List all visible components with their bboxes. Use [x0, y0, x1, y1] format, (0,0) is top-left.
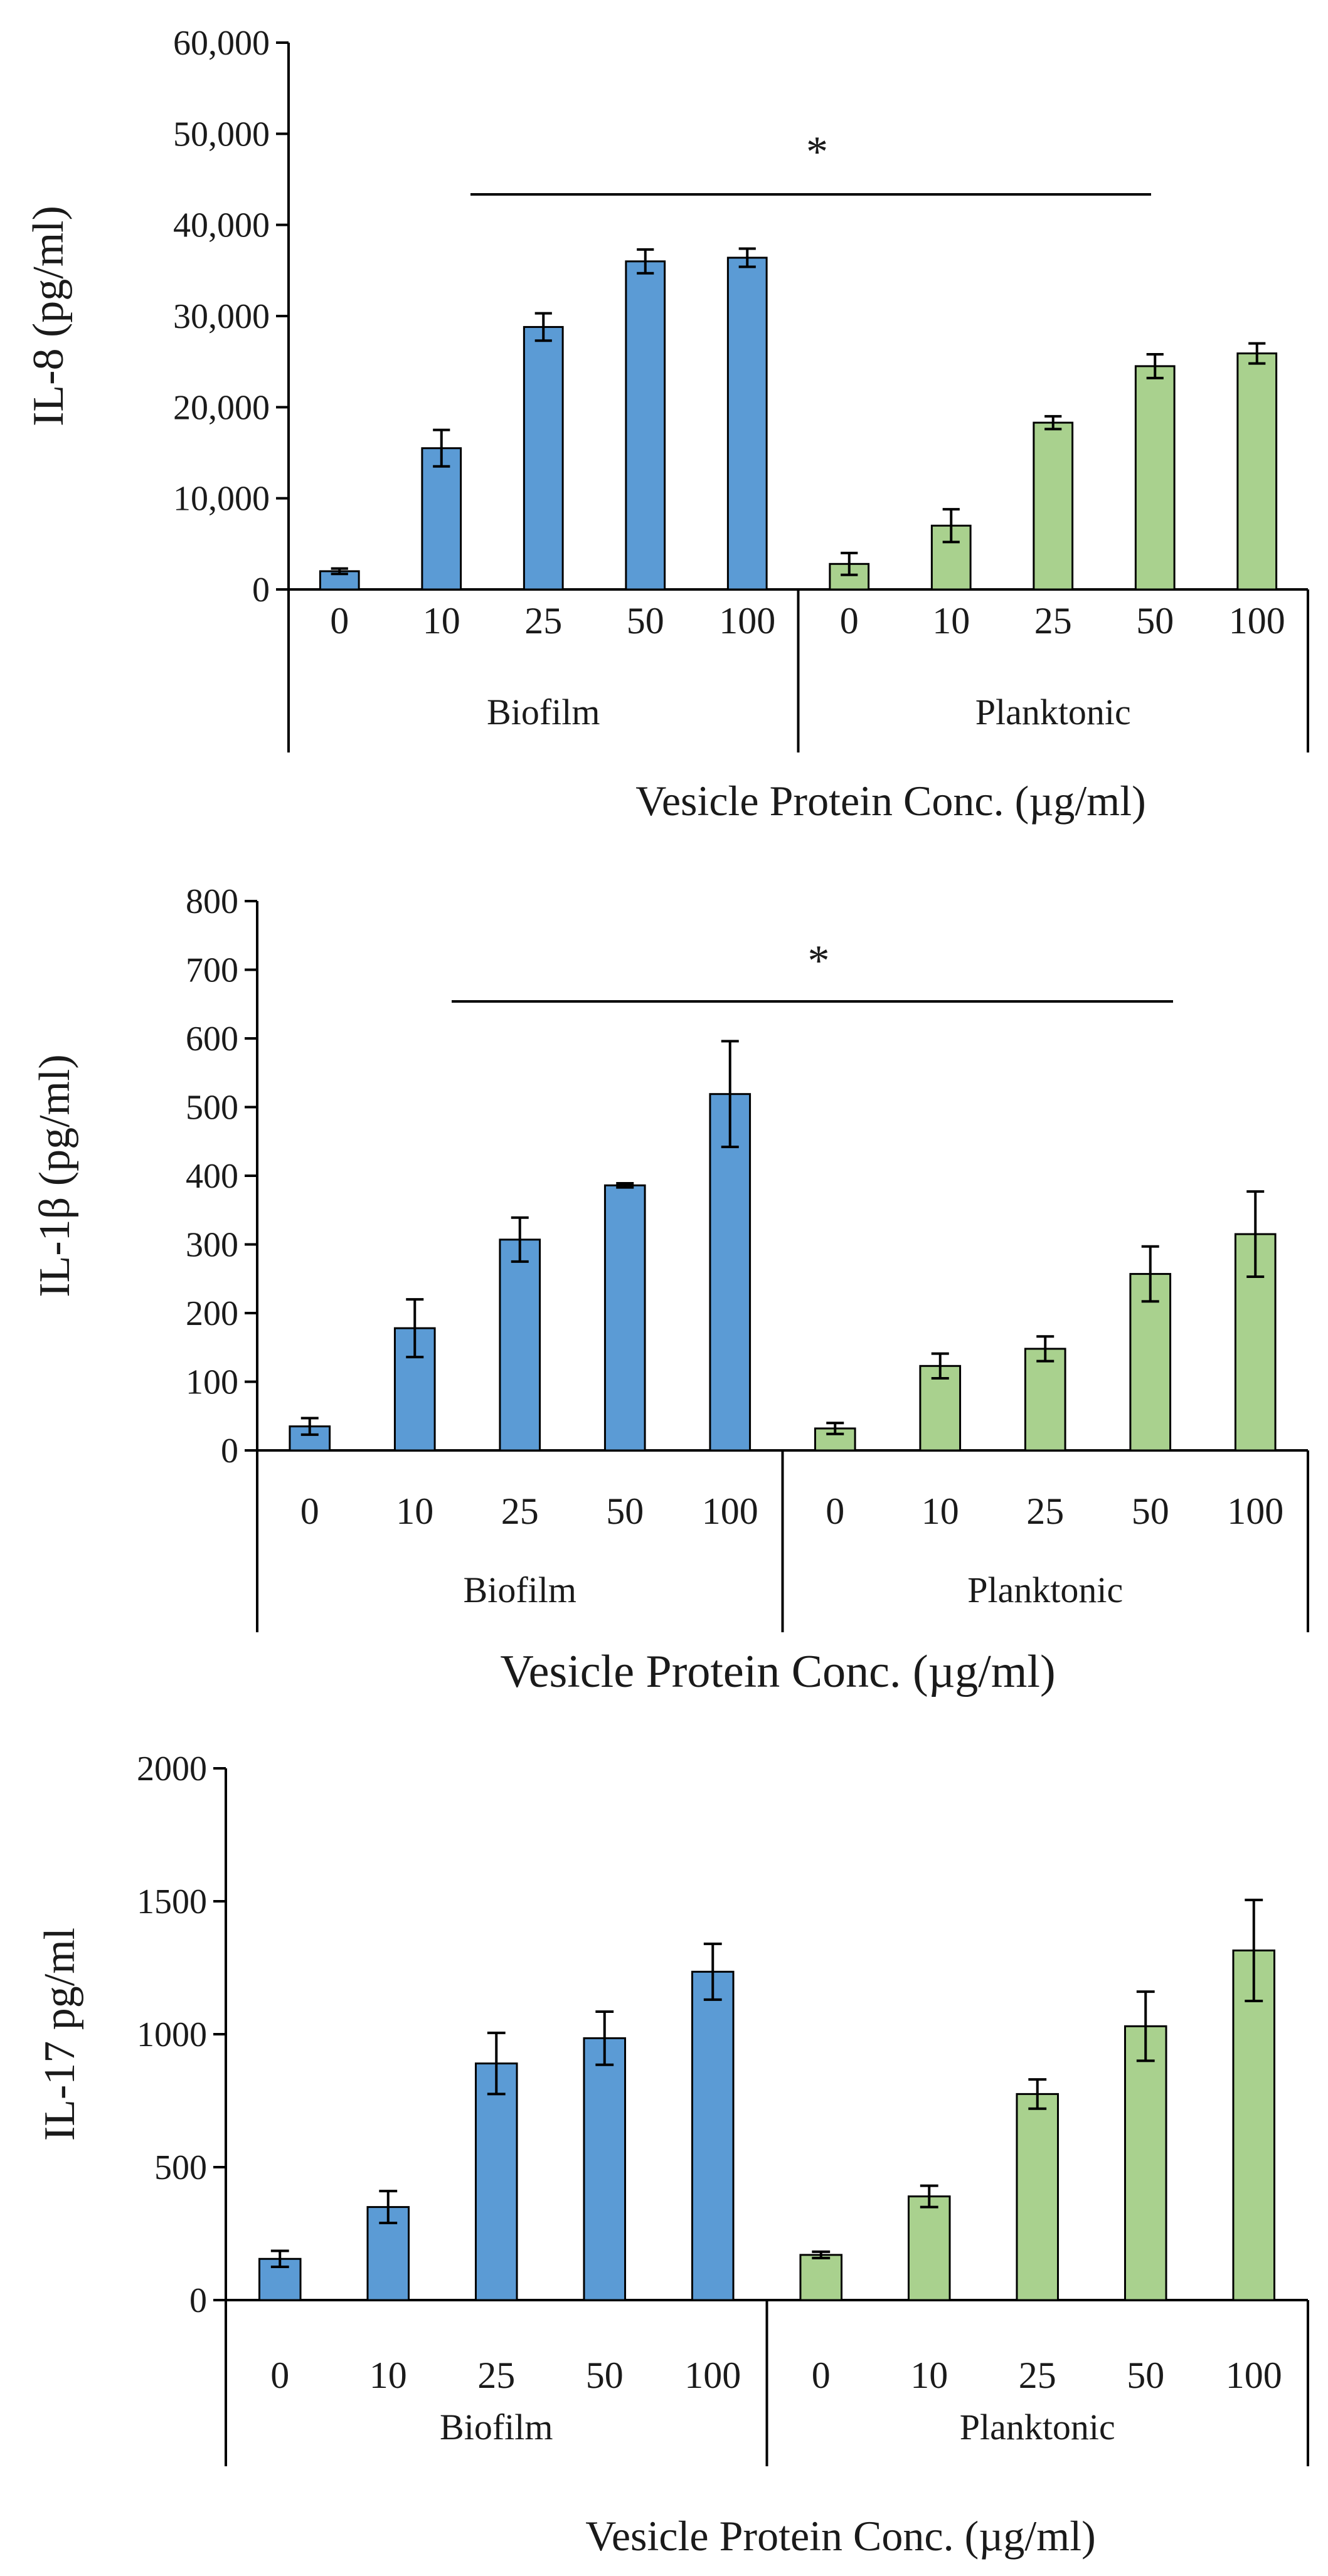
il17-y-tick-label: 1500: [137, 1882, 207, 1921]
il17-category-label: 50: [1127, 2355, 1164, 2396]
il8-biofilm-bar: [523, 325, 564, 591]
il17-category-label: 0: [270, 2355, 289, 2396]
il8-category-label: 100: [1229, 600, 1285, 641]
il8-x-axis-title: Vesicle Protein Conc. (µg/ml): [635, 777, 1145, 825]
il1b-planktonic-bar: [1024, 1348, 1066, 1452]
il17-x-axis-title: Vesicle Protein Conc. (µg/ml): [585, 2512, 1095, 2560]
il1b-y-tick-label: 100: [186, 1363, 238, 1402]
il8-biofilm-bar: [726, 256, 768, 591]
il8-category-label: 0: [330, 600, 349, 641]
il8-y-tick-label: 50,000: [173, 115, 270, 154]
il17-y-tick-label: 500: [154, 2148, 207, 2187]
il17-planktonic-bar: [907, 2195, 951, 2301]
il17-category-label: 100: [684, 2355, 741, 2396]
il1b-biofilm-bar: [603, 1184, 646, 1452]
il8-category-label: 50: [1136, 600, 1174, 641]
il1b-y-tick-label: 0: [221, 1432, 238, 1470]
il1b-category-label: 10: [396, 1491, 433, 1532]
il1b-category-label: 100: [702, 1491, 758, 1532]
il17-category-label: 25: [1019, 2355, 1056, 2396]
il1b-y-tick-label: 500: [186, 1089, 238, 1127]
il1b-y-tick-label: 200: [186, 1294, 238, 1333]
il8-y-tick-label: 10,000: [173, 480, 270, 519]
il17-biofilm-bar: [583, 2037, 627, 2301]
il8-category-label: 100: [719, 600, 775, 641]
il17-category-label: 25: [477, 2355, 515, 2396]
il8-planktonic-bar: [1134, 365, 1176, 591]
il8-y-tick-label: 30,000: [173, 297, 270, 336]
il8-y-axis-title: IL-8 (pg/ml): [24, 206, 73, 426]
il8-category-label: 10: [932, 600, 970, 641]
il1b-category-label: 0: [826, 1491, 844, 1532]
il17-y-tick-label: 1000: [137, 2015, 207, 2054]
il1b-y-tick-label: 600: [186, 1020, 238, 1058]
il17-category-label: 100: [1226, 2355, 1282, 2396]
il1b-category-label: 0: [300, 1491, 319, 1532]
il17-chart-panel: 0 500 1000 1500 2000 0 10 25 50 100 Biofilm 0 10 25 50…: [36, 1750, 1309, 2560]
il1b-category-label: 100: [1227, 1491, 1283, 1532]
il1b-y-tick-label: 700: [186, 951, 238, 990]
il1b-significance-star: *: [808, 937, 830, 985]
il1b-y-tick-label: 800: [186, 882, 238, 921]
il8-chart-panel: 0 10,000 20,000 30,000 40,000 50,000 60,000 0 10…: [24, 24, 1309, 825]
il17-group-label-planktonic: Planktonic: [960, 2407, 1115, 2447]
il8-y-tick-label: 40,000: [173, 206, 270, 245]
il17-category-label: 10: [910, 2355, 948, 2396]
il17-y-tick-label: 2000: [137, 1750, 207, 1788]
il8-biofilm-bar: [625, 260, 666, 591]
il17-biofilm-bar: [691, 1970, 735, 2301]
il1b-category-label: 50: [606, 1491, 644, 1532]
il1b-group-label-planktonic: Planktonic: [967, 1570, 1123, 1610]
il8-y-tick-label: 20,000: [173, 388, 270, 427]
il17-planktonic-bar: [1232, 1949, 1276, 2301]
il8-category-label: 50: [627, 600, 664, 641]
il1b-y-tick-label: 300: [186, 1226, 238, 1265]
il8-planktonic-bar: [1236, 352, 1278, 591]
il8-y-tick-label: 60,000: [173, 24, 270, 63]
il17-category-label: 0: [812, 2355, 831, 2396]
il8-group-label-planktonic: Planktonic: [975, 692, 1131, 732]
il1b-category-label: 25: [501, 1491, 539, 1532]
il8-category-label: 25: [524, 600, 562, 641]
il1b-y-tick-label: 400: [186, 1157, 238, 1196]
il17-biofilm-bar: [474, 2062, 518, 2301]
il17-y-axis-title: IL-17 pg/ml: [36, 1928, 84, 2141]
il1b-biofilm-bar: [709, 1093, 752, 1452]
il17-category-label: 50: [586, 2355, 624, 2396]
il1b-biofilm-bar: [499, 1238, 541, 1452]
il17-group-label-biofilm: Biofilm: [440, 2407, 553, 2447]
il8-category-label: 0: [840, 600, 859, 641]
il17-y-tick-label: 0: [189, 2281, 207, 2320]
il8-category-label: 25: [1034, 600, 1072, 641]
il8-planktonic-bar: [1033, 421, 1074, 591]
il8-category-label: 10: [423, 600, 460, 641]
il17-planktonic-bar: [1016, 2093, 1060, 2301]
il17-category-label: 10: [369, 2355, 407, 2396]
il17-planktonic-bar: [1123, 2025, 1167, 2301]
il17-planktonic-bar: [799, 2254, 843, 2301]
il1b-category-label: 10: [922, 1491, 959, 1532]
il8-biofilm-bar: [421, 447, 462, 591]
il8-group-label-biofilm: Biofilm: [487, 692, 600, 732]
il1b-planktonic-bar: [919, 1365, 962, 1452]
il1b-category-label: 50: [1132, 1491, 1169, 1532]
il1b-group-label-biofilm: Biofilm: [464, 1570, 576, 1610]
il1b-x-axis-title: Vesicle Protein Conc. (µg/ml): [500, 1646, 1055, 1697]
il1b-category-label: 25: [1026, 1491, 1064, 1532]
il1b-y-axis-title: IL-1β (pg/ml): [31, 1054, 79, 1297]
il8-significance-star: *: [806, 128, 828, 176]
il8-y-tick-label: 0: [252, 571, 270, 610]
